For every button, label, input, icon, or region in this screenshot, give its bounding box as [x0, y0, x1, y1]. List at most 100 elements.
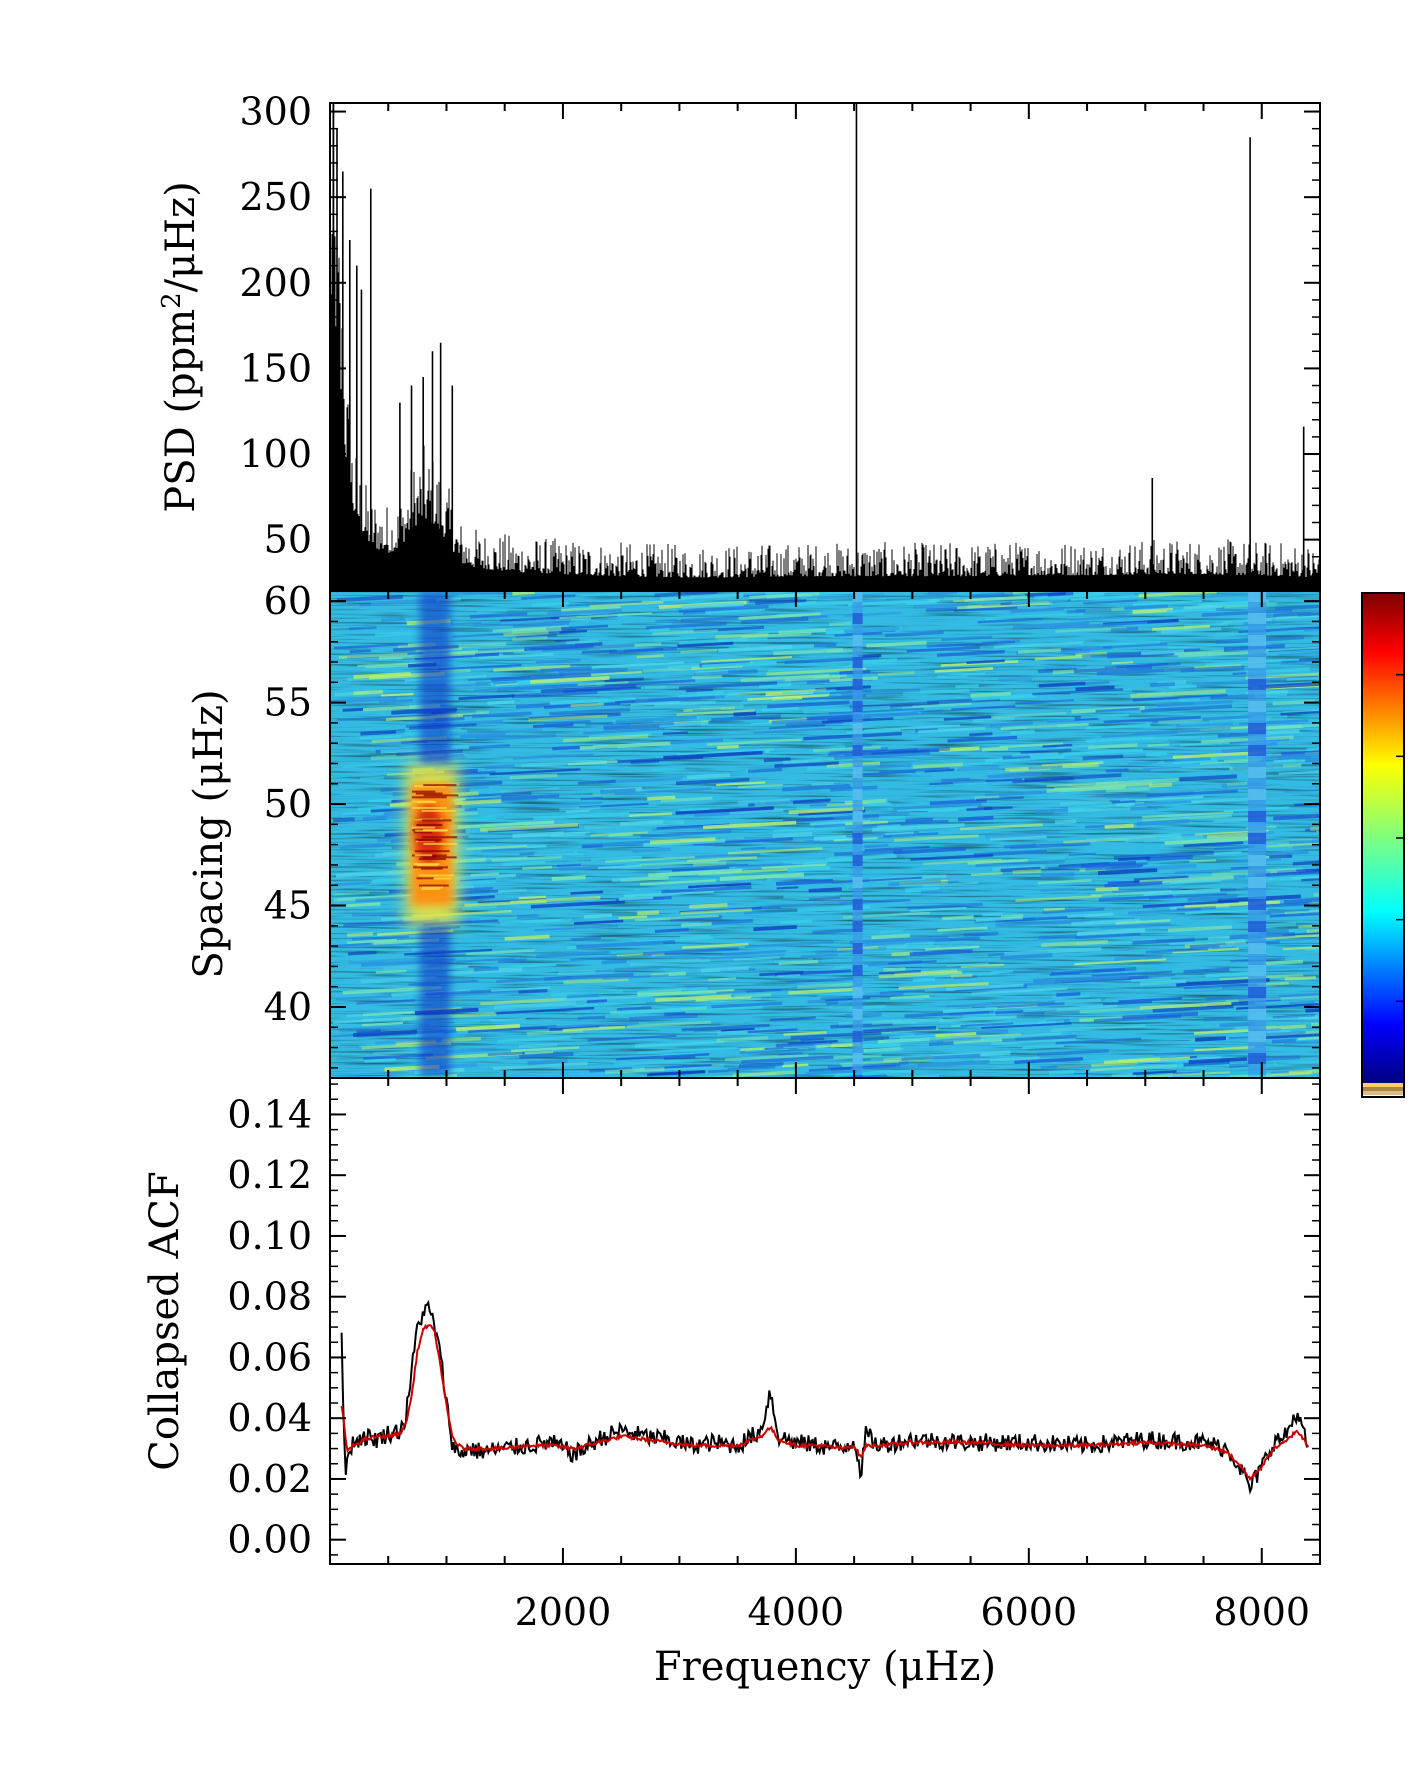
heatmap-streak: [1102, 1000, 1153, 1006]
heatmap-streak: [787, 865, 831, 872]
heatmap-streak: [604, 1067, 665, 1074]
heatmap-streak: [759, 971, 804, 977]
heatmap-streak: [888, 960, 937, 965]
heatmap-streak: [608, 833, 633, 837]
heatmap-streak: [664, 1011, 686, 1017]
heatmap-streak: [477, 644, 572, 652]
heatmap-streak: [333, 894, 411, 902]
heatmap-streak: [530, 900, 626, 909]
heatmap-streak: [346, 902, 381, 908]
heatmap-streak: [1136, 819, 1190, 826]
heatmap-stripe-segment: [1248, 679, 1267, 690]
heatmap-stripe-segment: [852, 1009, 863, 1020]
heatmap-streak: [779, 919, 813, 925]
heatmap-hot-streak: [414, 850, 450, 853]
heatmap-streak: [637, 988, 735, 998]
heatmap-streak: [778, 1052, 803, 1056]
heatmap-streak: [367, 798, 393, 803]
heatmap-streak: [753, 727, 832, 734]
heatmap-streak: [740, 674, 830, 682]
heatmap-streak: [708, 977, 737, 981]
heatmap-stripe-segment: [1248, 877, 1267, 888]
heatmap-streak: [938, 746, 980, 753]
heatmap-streak: [648, 695, 715, 703]
heatmap-streak: [981, 746, 1009, 752]
heatmap-streak: [937, 926, 988, 932]
heatmap-streak: [671, 617, 741, 625]
heatmap-streak: [1194, 1029, 1250, 1035]
heatmap-streak: [493, 681, 517, 685]
heatmap-streak: [1028, 765, 1063, 770]
heatmap-streak: [654, 700, 716, 707]
heatmap-streak: [680, 648, 718, 654]
heatmap-streak: [677, 641, 734, 648]
heatmap-streak: [1180, 665, 1245, 673]
heatmap-streak: [981, 1022, 1072, 1030]
y-tick-label: 50: [264, 518, 312, 562]
heatmap-streak: [976, 796, 1024, 802]
heatmap-streak: [1284, 976, 1316, 981]
heatmap-stripe-segment: [852, 1031, 863, 1042]
heatmap-stripe-segment: [852, 855, 863, 866]
heatmap-streak: [601, 959, 627, 965]
heatmap-streak: [541, 643, 635, 652]
heatmap-streak: [531, 601, 570, 607]
heatmap-streak: [1012, 621, 1090, 630]
heatmap-streak: [540, 666, 592, 673]
heatmap-streak: [984, 612, 1084, 621]
psd-spike-lines: [332, 103, 1305, 591]
heatmap-streak: [759, 900, 854, 909]
heatmap-streak: [1102, 642, 1168, 649]
heatmap-streak: [349, 649, 371, 654]
heatmap-streak: [1066, 607, 1112, 614]
heatmap-streak: [1037, 1049, 1109, 1056]
heatmap-streak: [1172, 947, 1239, 954]
heatmap-streak: [558, 667, 628, 676]
heatmap-streak: [1004, 946, 1102, 956]
heatmap-streak: [738, 612, 821, 620]
heatmap-streak: [1132, 937, 1195, 945]
heatmap-streak: [638, 885, 694, 892]
heatmap-streak: [1260, 962, 1320, 971]
heatmap-streak: [797, 905, 871, 913]
heatmap-streak: [459, 780, 503, 787]
heatmap-streak: [1070, 594, 1145, 601]
y-tick-label: 100: [239, 432, 312, 476]
heatmap-stripe-segment: [852, 591, 863, 602]
heatmap-streak: [454, 798, 502, 806]
heatmap-streak: [727, 847, 823, 855]
heatmap-streak: [1021, 1044, 1064, 1050]
heatmap-streak: [783, 1031, 827, 1036]
heatmap-streak: [1153, 1050, 1218, 1057]
heatmap-streak: [767, 700, 850, 709]
heatmap-streak: [652, 629, 718, 636]
heatmap-streak: [1286, 673, 1320, 681]
heatmap-streak: [929, 798, 987, 806]
y-tick-label: 0.02: [227, 1457, 312, 1501]
acf-plot-frame: [329, 1077, 1321, 1565]
heatmap-streak: [1184, 907, 1269, 915]
heatmap-streak: [878, 815, 906, 820]
heatmap-streak: [685, 688, 714, 693]
heatmap-streak: [619, 819, 664, 826]
heatmap-streak: [353, 689, 384, 696]
heatmap-streak: [720, 1021, 745, 1026]
heatmap-streak: [339, 843, 385, 850]
heatmap-streak: [708, 1069, 729, 1074]
heatmap-streak: [1140, 649, 1185, 656]
heatmap-hot-streak: [422, 856, 457, 859]
heatmap-streak: [768, 664, 858, 672]
heatmap-streak: [1269, 854, 1293, 859]
heatmap-streak: [805, 1069, 857, 1076]
heatmap-streak: [781, 783, 851, 792]
heatmap-streak: [570, 890, 603, 895]
heatmap-streak: [1130, 805, 1159, 811]
heatmap-streak: [796, 802, 891, 811]
heatmap-streak: [1142, 899, 1239, 909]
heatmap-streak: [984, 754, 1065, 763]
heatmap-streak: [1251, 645, 1320, 653]
heatmap-streak: [1176, 905, 1216, 911]
heatmap-streak: [1009, 841, 1091, 850]
heatmap-streak: [354, 814, 410, 821]
heatmap-streak: [1038, 934, 1077, 940]
